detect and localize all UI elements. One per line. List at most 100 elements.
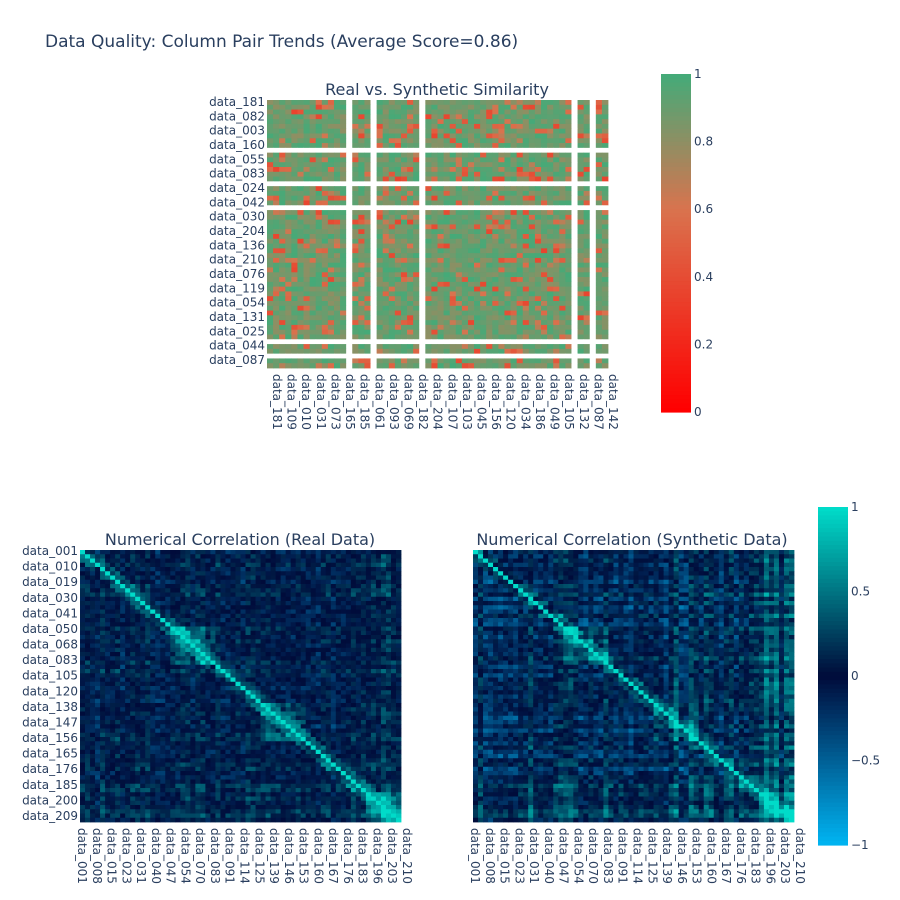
similarity-cell: [467, 181, 475, 187]
similarity-cell: [522, 329, 530, 335]
similarity-cell: [516, 186, 524, 192]
similarity-cell: [559, 229, 566, 235]
similarity-cell: [364, 147, 371, 154]
correlation-cell: [135, 596, 141, 602]
similarity-cell: [498, 253, 505, 259]
similarity-cell: [449, 296, 457, 302]
similarity-cell: [534, 363, 542, 369]
correlation-cell: [280, 652, 287, 657]
correlation-cell: [270, 652, 277, 657]
similarity-cell: [437, 128, 444, 134]
correlation-cell: [210, 635, 216, 640]
similarity-cell: [407, 348, 414, 355]
similarity-cell: [541, 219, 548, 225]
correlation-cell: [180, 647, 186, 653]
similarity-cell: [583, 286, 591, 292]
correlation-cell: [240, 575, 246, 581]
similarity-cell: [267, 157, 274, 163]
correlation-cell: [115, 562, 121, 568]
similarity-cell: [425, 296, 432, 302]
similarity-cell: [267, 339, 274, 345]
similarity-cell: [352, 324, 359, 331]
similarity-cell: [400, 147, 408, 154]
similarity-cell: [425, 329, 432, 335]
similarity-cell: [431, 224, 438, 230]
similarity-cell: [413, 157, 420, 163]
similarity-cell: [358, 286, 365, 292]
correlation-cell: [350, 630, 357, 636]
similarity-cell: [443, 301, 451, 307]
similarity-cell: [480, 277, 487, 283]
similarity-colorbar-tick: 0: [694, 405, 702, 419]
similarity-cell: [571, 195, 578, 201]
similarity-cell: [583, 224, 591, 230]
similarity-cell: [431, 176, 438, 182]
similarity-cell: [474, 262, 481, 268]
correlation-cell: [305, 579, 312, 585]
similarity-cell: [297, 186, 304, 192]
correlation-cell: [390, 558, 397, 564]
correlation-cell: [335, 550, 342, 555]
similarity-cell: [504, 238, 511, 244]
correlation-cell: [200, 660, 206, 666]
similarity-cell: [601, 205, 609, 211]
correlation-cell: [375, 601, 382, 606]
similarity-cell: [407, 100, 414, 106]
similarity-cell: [297, 200, 304, 206]
similarity-cell: [449, 219, 457, 225]
similarity-cell: [425, 324, 432, 331]
similarity-cell: [407, 353, 414, 359]
correlation-cell: [165, 656, 171, 661]
similarity-cell: [303, 214, 311, 221]
similarity-cell: [541, 128, 548, 134]
similarity-cell: [437, 272, 444, 278]
similarity-cell: [467, 100, 475, 106]
similarity-cell: [577, 200, 585, 206]
similarity-cell: [273, 210, 280, 216]
correlation-cell: [380, 554, 387, 559]
correlation-cell: [220, 622, 226, 627]
similarity-x-tick: data_181: [270, 374, 284, 430]
similarity-cell: [352, 114, 359, 120]
similarity-cell: [443, 138, 451, 144]
similarity-cell: [285, 133, 292, 139]
correlation-cell: [260, 626, 266, 632]
correlation-cell: [100, 579, 106, 585]
similarity-cell: [449, 234, 457, 240]
correlation-cell: [375, 571, 382, 576]
similarity-cell: [528, 157, 536, 163]
correlation-cell: [120, 588, 126, 593]
similarity-cell: [340, 291, 347, 297]
similarity-cell: [327, 186, 335, 192]
correlation-cell: [310, 567, 317, 572]
similarity-cell: [279, 210, 286, 216]
correlation-cell: [325, 601, 332, 606]
similarity-cell: [437, 248, 444, 254]
correlation-cell: [110, 567, 116, 572]
correlation-cell: [150, 571, 156, 576]
correlation-cell: [120, 584, 126, 589]
similarity-cell: [346, 272, 353, 278]
correlation-cell: [195, 575, 201, 581]
correlation-cell: [95, 630, 101, 636]
similarity-cell: [522, 277, 530, 283]
correlation-cell: [230, 626, 236, 632]
similarity-cell: [601, 128, 609, 134]
similarity-cell: [340, 109, 347, 115]
similarity-cell: [595, 353, 603, 359]
correlation-cell: [275, 639, 282, 644]
similarity-cell: [333, 119, 341, 125]
similarity-cell: [364, 363, 371, 369]
similarity-cell: [486, 157, 493, 163]
similarity-cell: [547, 186, 554, 192]
correlation-cell: [225, 643, 231, 649]
similarity-cell: [480, 133, 487, 139]
correlation-cell: [335, 592, 342, 598]
correlation-cell: [300, 562, 307, 568]
similarity-cell: [474, 138, 481, 144]
correlation-cell: [390, 656, 397, 661]
similarity-cell: [595, 286, 603, 292]
correlation-cell: [385, 656, 392, 661]
similarity-cell: [273, 248, 280, 254]
correlation-cell: [210, 618, 216, 623]
